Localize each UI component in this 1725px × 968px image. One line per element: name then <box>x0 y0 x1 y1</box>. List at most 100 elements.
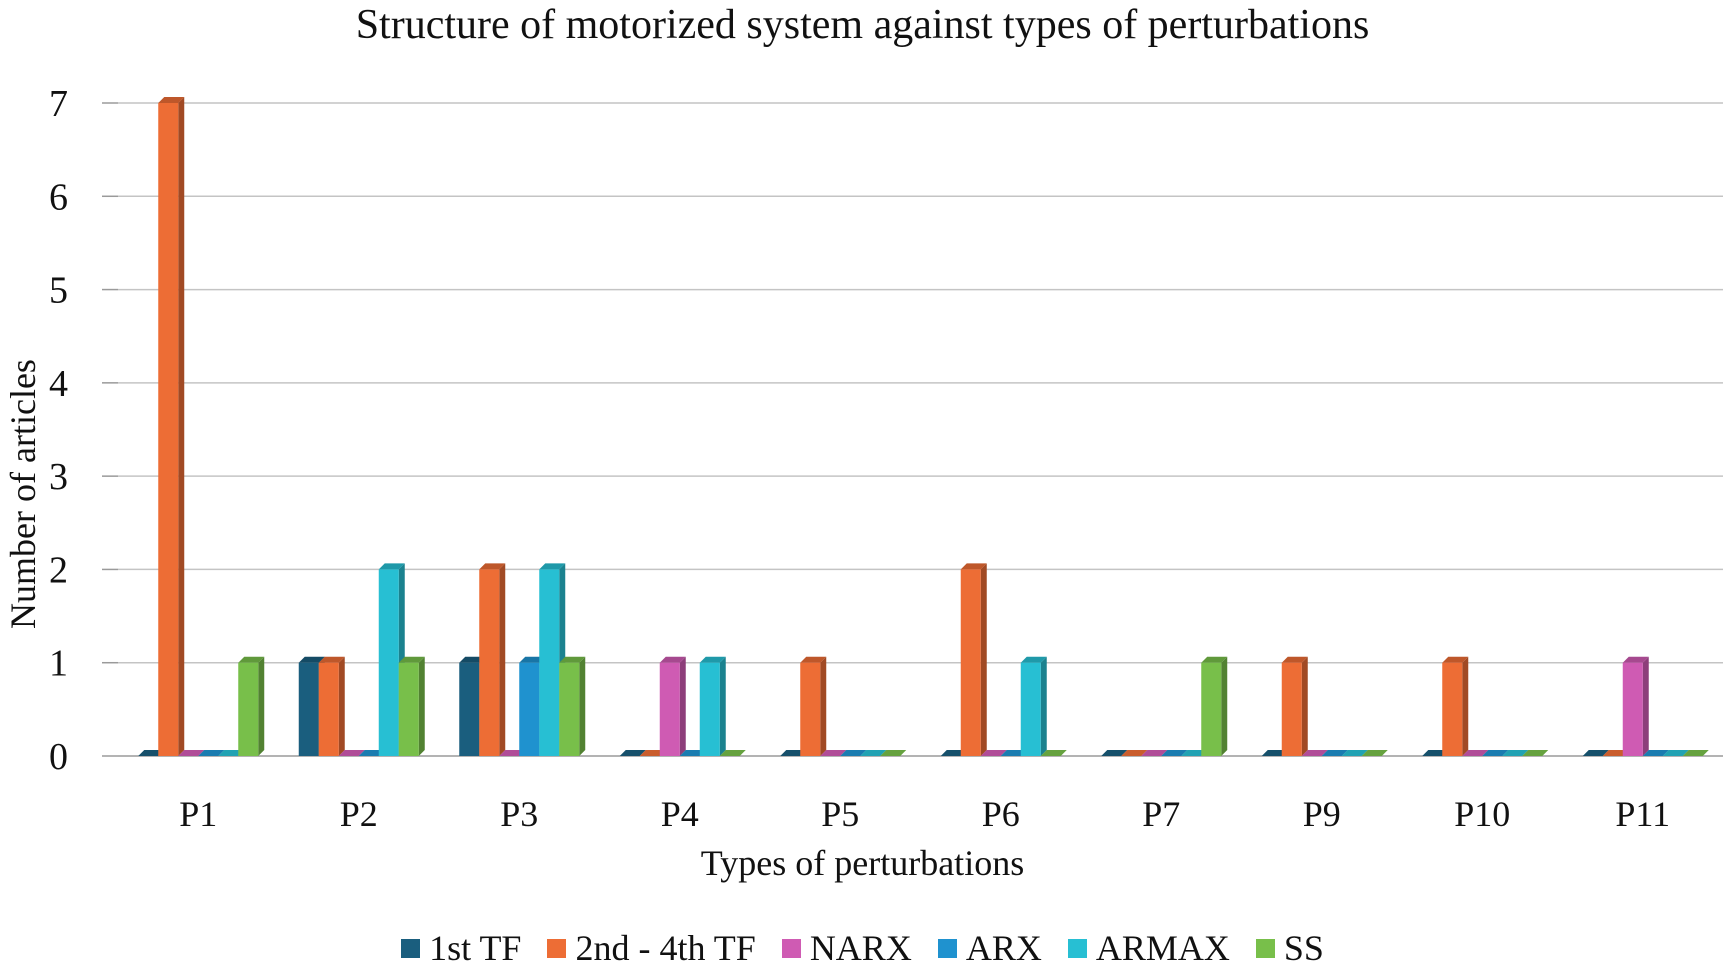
bar-zero <box>1121 750 1148 756</box>
bar <box>1201 656 1228 756</box>
bar-zero <box>1422 750 1449 756</box>
bar-side <box>820 656 827 756</box>
bar-face <box>1622 662 1643 756</box>
bar-top <box>1201 656 1228 663</box>
bar-zero <box>1522 750 1549 756</box>
x-tick-label: P10 <box>1454 794 1510 834</box>
bar-face <box>519 662 540 756</box>
bar-zero <box>1462 750 1489 756</box>
bar-zero <box>1321 750 1348 756</box>
bar-face <box>298 662 319 756</box>
legend-label: NARX <box>809 928 912 968</box>
bar-zero <box>178 750 205 756</box>
bar-side <box>1301 656 1308 756</box>
bar-zero <box>1502 750 1529 756</box>
bar-top <box>318 656 345 663</box>
bar-zero <box>1361 750 1388 756</box>
x-tick-label: P6 <box>982 794 1020 834</box>
bar-side <box>499 563 506 756</box>
bar-zero <box>499 750 526 756</box>
x-tick-label: P2 <box>340 794 378 834</box>
bar-face <box>479 569 500 756</box>
legend-swatch <box>547 938 567 958</box>
bar-side <box>1462 656 1469 756</box>
x-tick-label: P5 <box>821 794 859 834</box>
bar-zero <box>218 750 245 756</box>
legend-label: ARMAX <box>1095 928 1230 968</box>
bar-top <box>559 656 586 663</box>
bar-face <box>1201 662 1222 756</box>
chart-title: Structure of motorized system against ty… <box>355 2 1370 48</box>
bar-face <box>960 569 981 756</box>
x-tick-label: P9 <box>1303 794 1341 834</box>
bar-zero <box>1101 750 1128 756</box>
bar-top <box>519 656 546 663</box>
bar-zero <box>880 750 907 756</box>
bar-zero <box>1341 750 1368 756</box>
bar-top <box>699 656 726 663</box>
x-axis-title: Types of perturbations <box>700 843 1025 883</box>
bar-top <box>659 656 686 663</box>
legend-label: SS <box>1283 928 1324 968</box>
x-tick-label: P4 <box>661 794 699 834</box>
bar-zero <box>860 750 887 756</box>
x-tick-label: P3 <box>500 794 538 834</box>
bar-top <box>1020 656 1047 663</box>
y-tick-label: 3 <box>49 456 68 498</box>
chart-legend: 1st TF 2nd - 4th TF NARX ARX ARMAX SS <box>0 928 1725 968</box>
y-axis-title: Number of articles <box>3 359 43 629</box>
bar-face <box>318 662 339 756</box>
bar-top <box>479 563 506 570</box>
bar-zero <box>1040 750 1067 756</box>
bar-zero <box>198 750 225 756</box>
bar-zero <box>840 750 867 756</box>
legend-swatch <box>937 938 957 958</box>
bar-top <box>1622 656 1649 663</box>
bar <box>559 656 586 756</box>
bar-side <box>418 656 425 756</box>
bar-zero <box>138 750 165 756</box>
legend-item: ARX <box>937 928 1042 968</box>
legend-label: 1st TF <box>429 928 522 968</box>
legend-item: NARX <box>781 928 912 968</box>
bar-side <box>258 656 265 756</box>
bar-top <box>298 656 325 663</box>
legend-item: 1st TF <box>401 928 521 968</box>
bar-zero <box>338 750 365 756</box>
bar-zero <box>1261 750 1288 756</box>
bar-side <box>1040 656 1047 756</box>
bar-face <box>559 662 580 756</box>
legend-item: 2nd - 4th TF <box>547 928 756 968</box>
bar <box>960 563 987 756</box>
bar-face <box>699 662 720 756</box>
legend-item: SS <box>1255 928 1324 968</box>
y-tick-label: 6 <box>49 176 68 218</box>
bar-face <box>659 662 680 756</box>
bar-zero <box>619 750 646 756</box>
bar-side <box>1642 656 1649 756</box>
bar-zero <box>1181 750 1208 756</box>
bar-face <box>800 662 821 756</box>
bar-face <box>1020 662 1041 756</box>
y-tick-label: 7 <box>49 83 68 125</box>
bar-top <box>459 656 486 663</box>
bar-side <box>719 656 726 756</box>
bar-zero <box>679 750 706 756</box>
bar-top <box>539 563 566 570</box>
bar-zero <box>1482 750 1509 756</box>
bar <box>699 656 726 756</box>
bar <box>1281 656 1308 756</box>
bar-zero <box>780 750 807 756</box>
bar <box>398 656 425 756</box>
bar-zero <box>820 750 847 756</box>
legend-swatch <box>401 938 421 958</box>
x-tick-label: P11 <box>1615 794 1670 834</box>
bar-face <box>378 569 399 756</box>
y-tick-label: 0 <box>49 736 68 778</box>
legend-swatch <box>781 938 801 958</box>
bar-zero <box>1301 750 1328 756</box>
bar-top <box>800 656 827 663</box>
bar-zero <box>1682 750 1709 756</box>
bar <box>1442 656 1469 756</box>
bar <box>158 97 185 756</box>
